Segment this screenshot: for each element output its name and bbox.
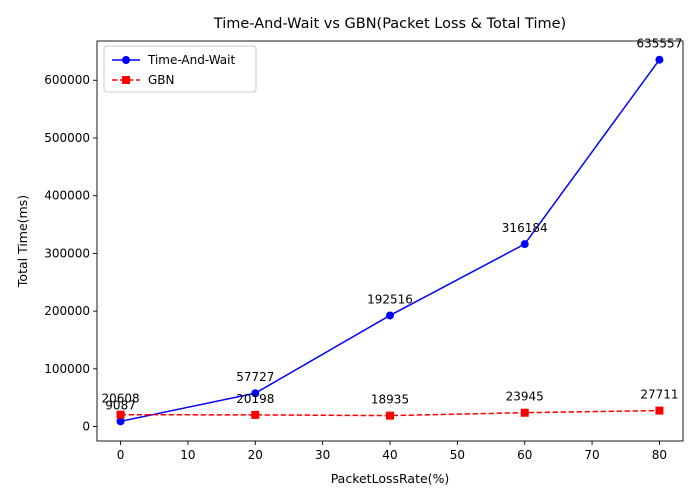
- y-tick-label: 0: [82, 420, 90, 434]
- data-point-marker: [655, 406, 664, 415]
- data-label: 57727: [236, 370, 274, 384]
- x-tick-label: 50: [450, 448, 465, 462]
- legend-box: [103, 45, 257, 93]
- data-label: 635557: [637, 37, 683, 51]
- legend-label: Time-And-Wait: [147, 53, 235, 67]
- data-label: 316184: [502, 221, 548, 235]
- x-tick-label: 20: [248, 448, 263, 462]
- x-tick-label: 30: [315, 448, 330, 462]
- x-tick-label: 0: [117, 448, 125, 462]
- data-point-marker: [251, 389, 260, 398]
- data-point-marker: [116, 410, 125, 419]
- data-point-marker: [251, 410, 260, 419]
- data-point-marker: [520, 408, 529, 417]
- data-point-marker: [116, 417, 125, 426]
- y-tick-label: 500000: [44, 131, 90, 145]
- legend-marker: [122, 76, 130, 84]
- legend: Time-And-Wait GBN: [103, 45, 257, 93]
- data-point-marker: [655, 55, 664, 64]
- y-tick-label: 600000: [44, 73, 90, 87]
- x-axis-label: PacketLossRate(%): [331, 471, 450, 486]
- x-tick-label: 80: [652, 448, 667, 462]
- data-point-marker: [386, 411, 394, 420]
- data-label: 9087: [105, 398, 136, 412]
- data-point-marker: [520, 240, 529, 249]
- y-tick-label: 400000: [44, 189, 90, 203]
- plot-area: 0 10 20 30 40 50 60 70 80 0 100000 200000 300000 4000…: [44, 37, 684, 462]
- data-point-marker: [386, 311, 394, 320]
- data-label: 18935: [371, 393, 409, 407]
- y-tick-label: 300000: [44, 246, 90, 260]
- x-tick-label: 60: [517, 448, 532, 462]
- y-tick-label: 100000: [44, 362, 90, 376]
- y-axis-label: Total Time(ms): [15, 195, 30, 288]
- legend-label: GBN: [148, 73, 175, 87]
- y-tick-label: 200000: [44, 304, 90, 318]
- x-tick-label: 40: [382, 448, 397, 462]
- x-tick-label: 10: [180, 448, 195, 462]
- data-label: 20608: [101, 392, 139, 406]
- data-label: 192516: [367, 292, 413, 306]
- data-label: 23945: [506, 390, 544, 404]
- data-label: 27711: [640, 388, 678, 402]
- x-tick-label: 70: [584, 448, 599, 462]
- data-label: 20198: [236, 392, 274, 406]
- legend-marker: [122, 56, 130, 64]
- chart-title: Time-And-Wait vs GBN(Packet Loss & Total…: [213, 16, 566, 32]
